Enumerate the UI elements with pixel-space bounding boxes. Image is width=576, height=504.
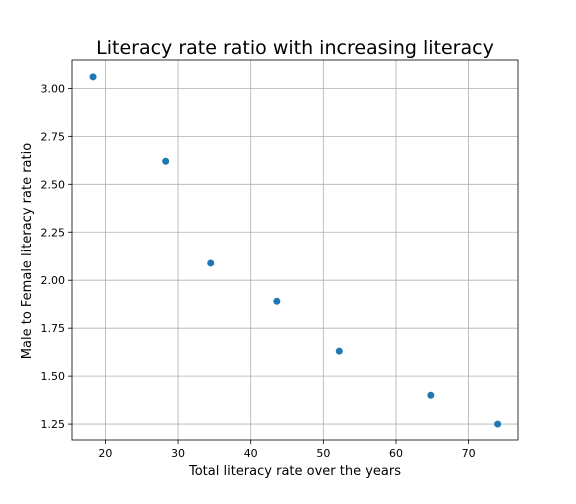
data-point xyxy=(335,347,343,355)
x-tick-label: 50 xyxy=(316,447,330,460)
grid-layer xyxy=(72,60,518,440)
y-tick-label: 2.00 xyxy=(41,274,66,287)
x-tick-label: 30 xyxy=(171,447,185,460)
data-point xyxy=(494,420,502,428)
x-tick-label: 70 xyxy=(462,447,476,460)
axis-ticks: 20 30 40 50 60 70 1.25 1.50 1.75 2.00 2.25 2.50 2.75… xyxy=(41,82,476,460)
data-point xyxy=(273,297,281,305)
y-axis-label: Male to Female literacy rate ratio xyxy=(20,143,35,359)
data-point xyxy=(162,157,170,165)
y-tick-label: 1.25 xyxy=(41,418,66,431)
y-tick-label: 3.00 xyxy=(41,82,66,95)
plot-frame xyxy=(71,59,519,441)
x-tick-label: 20 xyxy=(98,447,112,460)
data-point xyxy=(89,73,97,81)
y-tick-label: 2.25 xyxy=(41,226,66,239)
y-tick-label: 2.75 xyxy=(41,130,66,143)
data-points xyxy=(89,73,502,428)
y-tick-label: 1.75 xyxy=(41,322,66,335)
y-tick-label: 2.50 xyxy=(41,178,66,191)
x-axis-label: Total literacy rate over the years xyxy=(188,464,401,479)
y-tick-label: 1.50 xyxy=(41,370,66,383)
data-point xyxy=(427,391,435,399)
data-point xyxy=(207,259,215,267)
chart-title: Literacy rate ratio with increasing lite… xyxy=(96,37,494,59)
x-tick-label: 40 xyxy=(244,447,258,460)
x-tick-label: 60 xyxy=(389,447,403,460)
